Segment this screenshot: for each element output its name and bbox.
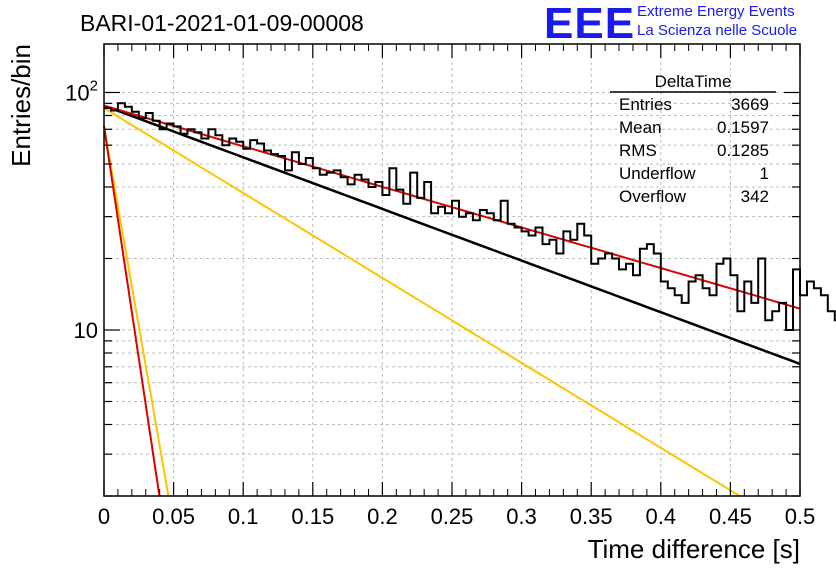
fit-curve <box>103 126 170 497</box>
x-tick-label: 0.5 <box>785 504 816 529</box>
fit-curve <box>103 107 741 497</box>
stats-row-label: Mean <box>619 118 662 137</box>
x-tick-label: 0.05 <box>152 504 195 529</box>
x-tick-labels: 0 0.05 0.1 0.15 0.2 0.25 0.3 0.35 0.4 0.45 0.5 <box>98 504 815 529</box>
y-tick-labels: 10 102 <box>65 77 98 343</box>
x-tick-label: 0.4 <box>646 504 677 529</box>
logo-text-line2: La Scienza nelle Scuole <box>637 22 798 39</box>
stats-row-value: 3669 <box>731 95 769 114</box>
stats-row-value: 1 <box>760 164 769 183</box>
stats-row-value: 342 <box>741 187 769 206</box>
y-tick-label: 10 <box>74 318 98 343</box>
plot-title: BARI-01-2021-01-09-00008 <box>80 10 364 36</box>
grid <box>104 44 800 497</box>
x-tick-label: 0.15 <box>291 504 334 529</box>
stats-box: DeltaTime Entries 3669 Mean 0.1597 RMS 0.1285… <box>610 72 776 206</box>
fit-curve <box>103 126 161 497</box>
x-tick-label: 0.2 <box>367 504 398 529</box>
axis-ticks <box>103 44 801 497</box>
x-tick-label: 0.1 <box>228 504 259 529</box>
x-tick-label: 0.35 <box>570 504 613 529</box>
x-tick-label: 0 <box>98 504 110 529</box>
logo-text-line1: Extreme Energy Events <box>637 3 795 20</box>
x-axis-title: Time difference [s] <box>588 534 800 564</box>
stats-title: DeltaTime <box>655 72 732 91</box>
stats-rows: Entries 3669 Mean 0.1597 RMS 0.1285 Underflow 1… <box>619 95 769 206</box>
stats-row-value: 0.1597 <box>717 118 769 137</box>
stats-row-label: Overflow <box>619 187 687 206</box>
x-tick-label: 0.3 <box>506 504 537 529</box>
stats-row-label: Entries <box>619 95 672 114</box>
x-tick-label: 0.45 <box>709 504 752 529</box>
y-axis-title: Entries/bin <box>6 44 36 167</box>
stats-row-value: 0.1285 <box>717 141 769 160</box>
eee-logo: EEE <box>544 0 636 48</box>
x-tick-label: 0.25 <box>431 504 474 529</box>
stats-row-label: Underflow <box>619 164 696 183</box>
fit-curve <box>103 104 801 366</box>
y-tick-label: 102 <box>65 77 98 105</box>
stats-row-label: RMS <box>619 141 657 160</box>
histogram-outline <box>104 102 836 331</box>
